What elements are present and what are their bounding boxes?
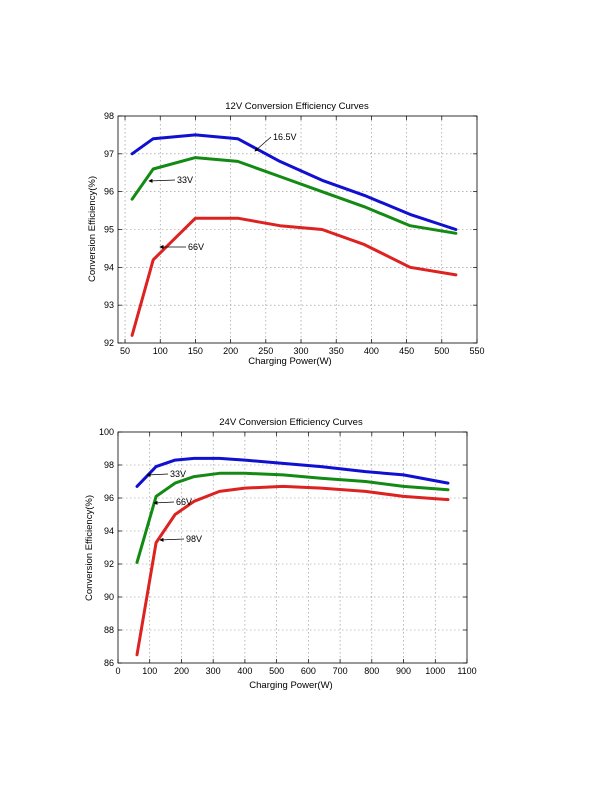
annotation-label: 66V [188, 242, 204, 252]
y-tick-label: 100 [99, 427, 114, 437]
x-tick-label: 100 [142, 666, 157, 676]
y-tick-label: 90 [104, 592, 114, 602]
annotation-label: 33V [177, 175, 193, 185]
x-tick-label: 400 [364, 346, 379, 356]
annotation-arrow [146, 472, 169, 477]
y-tick-label: 96 [104, 187, 114, 197]
series-line-33v [135, 456, 450, 488]
x-tick-label: 150 [188, 346, 203, 356]
y-tick-label: 96 [104, 493, 114, 503]
y-axis-label: Conversion Efficiency(%) [87, 176, 98, 282]
x-tick-label: 1000 [425, 666, 445, 676]
annotation-arrow [254, 136, 272, 152]
plot-area [118, 116, 477, 343]
y-tick-label: 98 [104, 460, 114, 470]
y-tick-label: 92 [104, 338, 114, 348]
annotation-arrow [148, 178, 176, 183]
x-tick-label: 800 [364, 666, 379, 676]
x-tick-label: 250 [258, 346, 273, 356]
series-line-66v [135, 471, 450, 564]
x-tick-label: 400 [237, 666, 252, 676]
x-tick-label: 550 [469, 346, 484, 356]
y-tick-label: 98 [104, 111, 114, 121]
series-line-165v [130, 133, 458, 231]
x-tick-label: 350 [329, 346, 344, 356]
x-tick-label: 600 [301, 666, 316, 676]
y-tick-label: 93 [104, 300, 114, 310]
x-tick-label: 300 [294, 346, 309, 356]
x-tick-label: 100 [153, 346, 168, 356]
chart-title: 12V Conversion Efficiency Curves [225, 101, 369, 112]
y-tick-label: 97 [104, 149, 114, 159]
x-tick-label: 200 [174, 666, 189, 676]
y-axis-label: Conversion Efficiency(%) [84, 495, 95, 601]
y-tick-label: 86 [104, 658, 114, 668]
x-tick-label: 500 [434, 346, 449, 356]
x-tick-label: 0 [115, 666, 120, 676]
x-tick-label: 500 [269, 666, 284, 676]
x-tick-label: 450 [399, 346, 414, 356]
x-tick-label: 300 [206, 666, 221, 676]
chart-title: 24V Conversion Efficiency Curves [219, 417, 363, 428]
annotation-arrow [159, 537, 185, 542]
chart-12v: 12V Conversion Efficiency Curves Chargin… [87, 101, 485, 367]
series-line-98v [135, 484, 450, 657]
annotation-label: 66V [176, 497, 192, 507]
x-axis-label: Charging Power(W) [248, 356, 331, 367]
annotation-label: 98V [186, 534, 202, 544]
axes-frame [117, 431, 468, 664]
y-tick-label: 94 [104, 262, 114, 272]
series-line-66v [130, 216, 458, 337]
x-axis-label: Charging Power(W) [249, 680, 332, 691]
chart-24v: 24V Conversion Efficiency Curves Chargin… [84, 417, 477, 691]
x-tick-label: 200 [223, 346, 238, 356]
x-tick-label: 1100 [457, 666, 476, 676]
plot-area [118, 432, 467, 663]
y-tick-label: 95 [104, 225, 114, 235]
annotation-arrow [153, 500, 175, 505]
y-tick-label: 94 [104, 526, 114, 536]
annotation-label: 16.5V [273, 132, 297, 142]
x-tick-label: 900 [396, 666, 411, 676]
x-tick-label: 700 [333, 666, 348, 676]
x-tick-label: 50 [120, 346, 130, 356]
y-tick-label: 92 [104, 559, 114, 569]
annotation-label: 33V [170, 469, 186, 479]
y-tick-label: 88 [104, 625, 114, 635]
series-line-33v [130, 156, 458, 235]
